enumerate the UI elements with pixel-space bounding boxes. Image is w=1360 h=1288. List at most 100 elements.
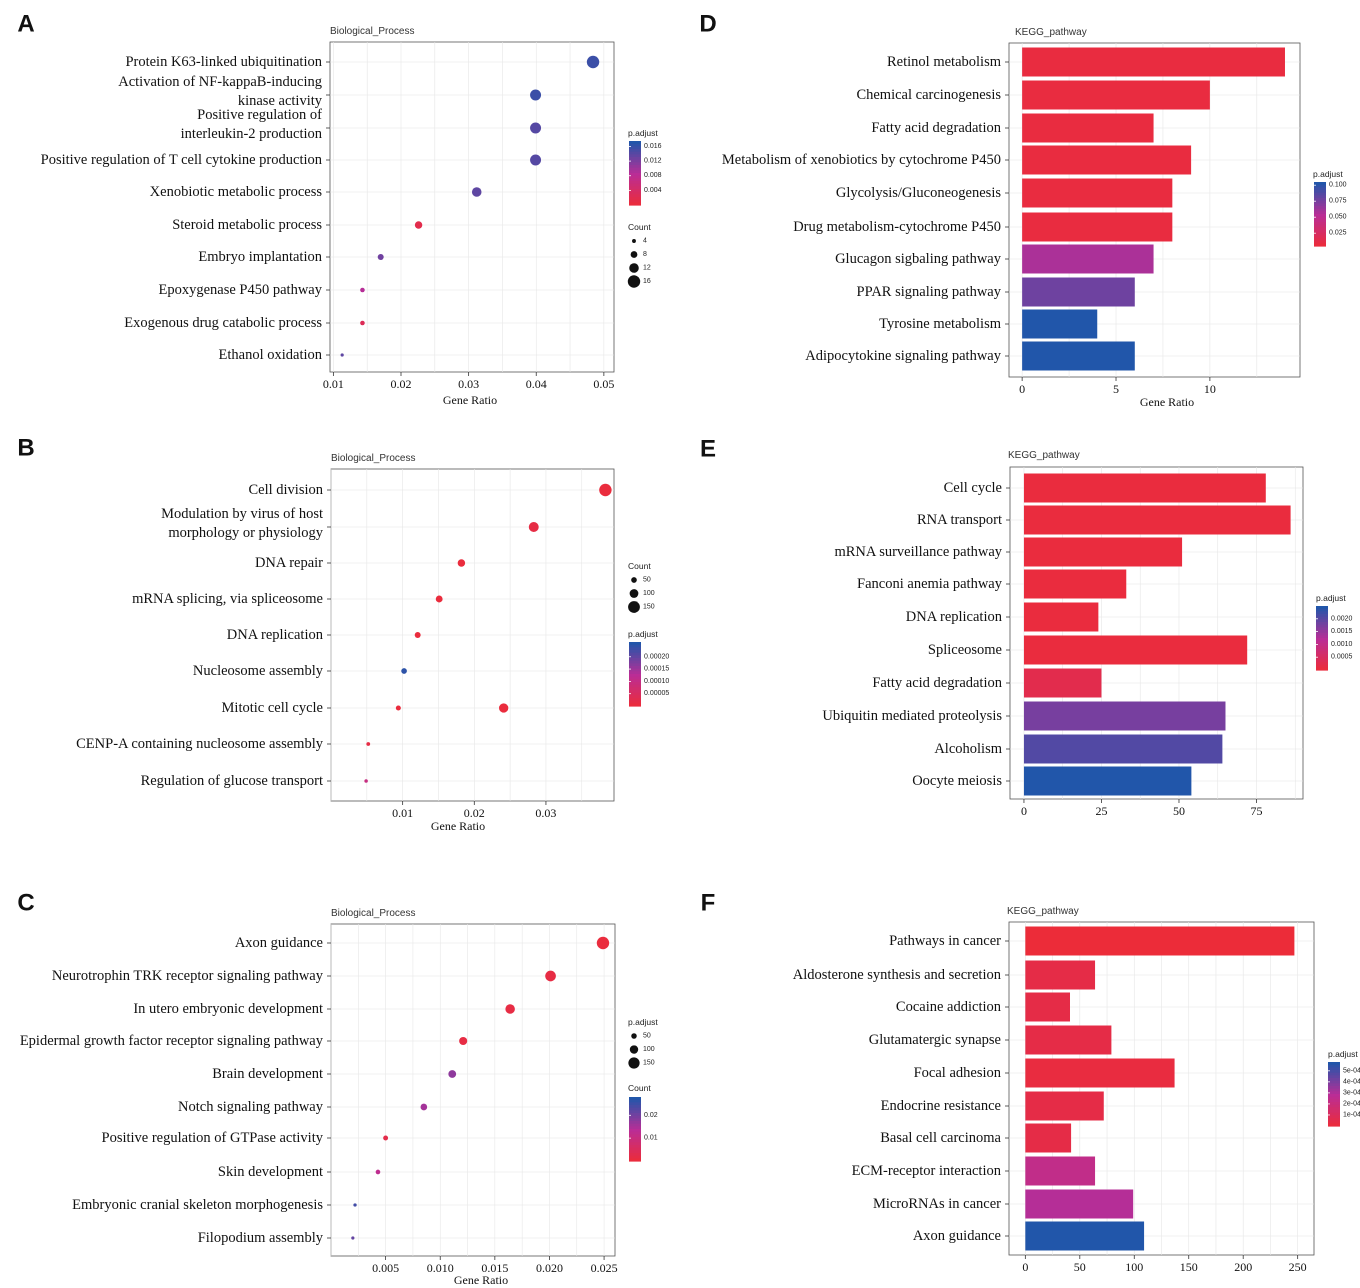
data-point: [360, 287, 365, 293]
data-point: [366, 742, 371, 746]
color-legend-segment: [629, 1145, 641, 1149]
color-legend-segment: [629, 157, 641, 161]
color-legend-label: 0.008: [644, 172, 662, 179]
category-label: Chemical carcinogenesis: [856, 87, 1001, 103]
color-legend-segment: [629, 679, 641, 683]
panel-letter: A: [17, 11, 34, 38]
color-legend-segment: [629, 703, 641, 707]
color-legend-segment: [629, 658, 641, 662]
category-label: ECM-receptor interaction: [852, 1163, 1002, 1179]
category-label: Metabolism of xenobiotics by cytochrome …: [722, 152, 1001, 168]
color-legend-segment: [1314, 198, 1326, 202]
panel-letter: D: [699, 11, 716, 38]
category-label: Glucagon sigbaling pathway: [835, 251, 1002, 267]
color-legend-segment: [629, 1155, 641, 1159]
category-label: Modulation by virus of host morphology or…: [161, 506, 324, 541]
x-tick-label: 0.020: [536, 1261, 563, 1275]
size-legend-label: 16: [643, 278, 651, 285]
category-label: Epoxygenase P450 pathway: [159, 282, 323, 298]
color-legend-label: 0.050: [1329, 214, 1347, 221]
size-legend-dot: [629, 1045, 639, 1054]
color-legend-segment: [629, 183, 641, 187]
category-label: Ubiquitin mediated proteolysis: [822, 708, 1002, 724]
bar: [1022, 80, 1210, 110]
color-legend-segment: [629, 652, 641, 656]
category-label: Focal adhesion: [914, 1065, 1002, 1081]
category-label: Pathways in cancer: [889, 933, 1001, 949]
panel-title: Biological_Process: [331, 453, 416, 464]
color-legend-segment: [1314, 238, 1326, 242]
data-point: [340, 353, 344, 357]
color-legend-segment: [1314, 203, 1326, 207]
color-legend-segment: [1314, 214, 1326, 218]
bar: [1023, 505, 1291, 535]
color-legend-label: 0.004: [644, 187, 662, 194]
x-tick-label: 0.010: [427, 1261, 454, 1275]
category-label-line: Modulation by virus of host: [161, 506, 323, 522]
size-legend-label: 12: [643, 265, 651, 272]
category-label-line: Positive regulation of: [197, 107, 322, 123]
bar: [1022, 212, 1173, 242]
size-legend-title: Count: [628, 222, 651, 232]
bar: [1022, 47, 1285, 77]
color-legend-segment: [1328, 1070, 1340, 1074]
color-legend-segment: [1316, 643, 1328, 647]
panel-b: B Biological_Process 0.01 0.02 0.03 Gene Rati…: [17, 435, 669, 834]
color-legend-segment: [629, 170, 641, 174]
color-legend-segment: [629, 1129, 641, 1133]
category-label: Exogenous drug catabolic process: [124, 315, 322, 331]
color-legend-segment: [1316, 622, 1328, 626]
color-legend-segment: [629, 1107, 641, 1111]
x-tick-label: 0.005: [372, 1261, 399, 1275]
category-label: RNA transport: [917, 512, 1002, 528]
color-legend-segment: [1314, 216, 1326, 220]
color-legend-segment: [1316, 614, 1328, 618]
x-tick-label: 250: [1289, 1260, 1307, 1274]
size-legend-dot: [630, 251, 638, 258]
category-label: Positive regulation of GTPase activity: [102, 1130, 324, 1146]
color-legend-segment: [1328, 1123, 1340, 1127]
category-label: DNA replication: [227, 627, 324, 643]
data-point: [395, 705, 401, 711]
color-legend-segment: [629, 149, 641, 153]
color-legend-segment: [1314, 182, 1326, 186]
color-legend-segment: [1328, 1064, 1340, 1068]
color-legend-segment: [629, 1158, 641, 1162]
color-legend-segment: [629, 682, 641, 686]
x-axis-label: Gene Ratio: [443, 393, 497, 407]
category-label: DNA replication: [906, 609, 1003, 625]
color-legend-segment: [1328, 1112, 1340, 1116]
color-legend-label: 0.00010: [644, 678, 669, 685]
panel-letter: E: [700, 436, 716, 463]
data-point: [360, 320, 365, 326]
color-legend-segment: [1314, 227, 1326, 231]
color-legend-label: 0.100: [1329, 182, 1347, 189]
bar: [1022, 145, 1192, 175]
color-legend-segment: [629, 671, 641, 675]
data-point: [530, 89, 542, 101]
color-legend-segment: [1314, 219, 1326, 223]
color-legend-segment: [629, 668, 641, 672]
bar: [1025, 926, 1295, 956]
color-legend-segment: [629, 1142, 641, 1146]
data-point: [364, 779, 368, 783]
color-legend-segment: [629, 178, 641, 182]
category-label: Cocaine addiction: [896, 999, 1002, 1015]
color-legend-segment: [1314, 190, 1326, 194]
color-legend-segment: [629, 1139, 641, 1143]
color-legend-label: 0.00020: [644, 653, 669, 660]
color-legend-segment: [629, 146, 641, 150]
data-point: [353, 1203, 357, 1207]
size-legend-label: 50: [643, 1033, 651, 1040]
size-legend-label: 150: [643, 604, 655, 611]
color-legend-segment: [629, 1147, 641, 1151]
data-point: [375, 1169, 381, 1175]
bar: [1022, 309, 1098, 339]
color-legend-segment: [1316, 640, 1328, 644]
bar: [1022, 244, 1154, 274]
color-legend-segment: [629, 173, 641, 177]
panel-c: C Biological_Process 0.005 0.010 0.015 0.020 0…: [17, 890, 658, 1288]
category-label: Neurotrophin TRK receptor signaling path…: [52, 968, 324, 984]
color-legend-segment: [1316, 630, 1328, 634]
